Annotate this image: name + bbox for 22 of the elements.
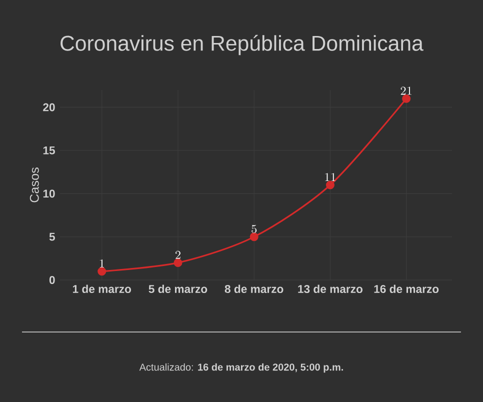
y-tick-label: 20 (43, 103, 55, 112)
y-tick-label: 5 (49, 232, 55, 241)
data-label: 21 (400, 86, 412, 95)
point (250, 232, 258, 242)
data-label: 1 (100, 259, 104, 268)
point (98, 267, 106, 276)
data-label: 5 (252, 224, 257, 234)
point (174, 258, 182, 267)
data-label: 11 (325, 173, 336, 182)
x-tick-label: 16 de marzo (374, 284, 439, 294)
y-axis-title: Casos (30, 168, 39, 202)
y-tick-label: 10 (43, 190, 55, 198)
x-tick-label: 8 de marzo (224, 284, 284, 294)
x-tick-label: 1 de marzo (72, 284, 132, 294)
x-tick-label: 5 de marzo (148, 284, 208, 294)
data-label: 2 (176, 250, 180, 259)
y-tick-label: 15 (43, 146, 55, 154)
point (326, 180, 334, 190)
text: Actualizado: 16 de marzo de 2020, 5:00 p.m. (139, 363, 343, 373)
y-tick-label: 0 (49, 276, 55, 284)
x-tick-label: 13 de marzo (298, 284, 363, 294)
chart-title: Coronavirus en República Dominicana (60, 34, 424, 56)
